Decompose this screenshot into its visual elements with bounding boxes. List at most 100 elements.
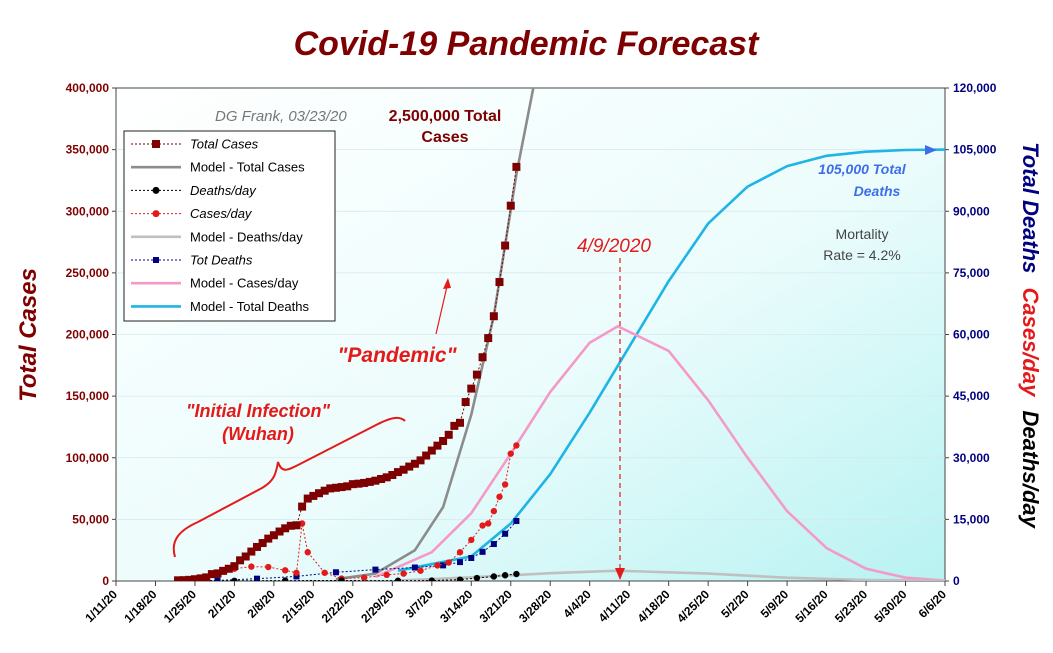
data-point xyxy=(440,562,447,569)
legend-label: Model - Total Cases xyxy=(190,160,305,175)
data-point xyxy=(360,478,369,487)
y-left-tick-label: 250,000 xyxy=(66,266,110,280)
data-point xyxy=(485,520,492,527)
data-point xyxy=(354,479,363,488)
annotation-initial-infection-line1: "Initial Infection" xyxy=(186,401,331,421)
x-tick-label: 2/1/20 xyxy=(205,587,239,621)
y-axis-right-label-total-deaths: Total Deaths xyxy=(1018,142,1043,273)
series-model-total-deaths xyxy=(397,148,945,572)
legend-label: Model - Deaths/day xyxy=(190,229,303,244)
y-left-tick-label: 350,000 xyxy=(66,143,110,157)
data-point xyxy=(473,574,481,581)
data-point xyxy=(501,572,509,579)
legend-item-cases-day: Cases/day xyxy=(131,206,253,221)
x-tick-label: 5/2/20 xyxy=(718,587,752,621)
data-point xyxy=(281,577,289,581)
series-tot-deaths xyxy=(175,518,520,581)
legend-item-model-cases-day: Model - Cases/day xyxy=(131,276,299,291)
data-point xyxy=(298,502,307,511)
x-tick-label: 4/25/20 xyxy=(674,587,712,625)
annotation-peak-date: 4/9/2020 xyxy=(577,236,651,257)
annotation-total-cases-line2: Cases xyxy=(421,129,468,146)
data-point xyxy=(248,563,255,570)
legend-box xyxy=(123,130,336,322)
data-point xyxy=(179,576,188,581)
data-point xyxy=(456,576,464,581)
legend-label: Tot Deaths xyxy=(190,253,253,268)
data-point xyxy=(265,563,272,571)
legend-item-tot-deaths: Tot Deaths xyxy=(131,253,253,268)
data-point xyxy=(472,370,481,379)
data-point xyxy=(450,421,459,430)
legend-item-total-cases: Total Cases xyxy=(131,137,259,152)
y-left-tick-label: 200,000 xyxy=(66,328,110,342)
series-line-tot-deaths xyxy=(177,520,517,581)
data-point xyxy=(444,430,453,439)
data-point xyxy=(331,483,340,492)
data-point xyxy=(190,575,199,581)
y-right-tick-label: 105,000 xyxy=(953,143,997,157)
data-point xyxy=(281,567,289,574)
data-point xyxy=(185,575,194,581)
legend-item-deaths-day: Deaths/day xyxy=(131,183,257,198)
data-point xyxy=(365,477,374,486)
data-point xyxy=(405,462,414,471)
data-point xyxy=(467,384,476,393)
data-point xyxy=(309,491,318,500)
x-tick-label: 5/16/20 xyxy=(792,587,830,625)
annotation-total-cases-line1: 2,500,000 Total xyxy=(389,108,502,125)
data-point xyxy=(445,559,452,566)
data-point xyxy=(484,334,493,343)
data-point xyxy=(456,549,464,556)
author-label: DG Frank, 03/23/20 xyxy=(215,108,347,125)
data-point xyxy=(388,470,397,479)
data-point xyxy=(496,493,503,500)
data-point xyxy=(338,577,345,581)
y-left-tick-label: 100,000 xyxy=(66,451,110,465)
data-point xyxy=(293,569,300,576)
data-point xyxy=(196,574,205,581)
legend-item-model-total-cases: Model - Total Cases xyxy=(131,160,305,175)
x-tick-label: 2/22/20 xyxy=(319,587,357,625)
legend-label: Cases/day xyxy=(190,206,253,221)
x-tick-label: 1/18/20 xyxy=(121,587,159,625)
data-point xyxy=(410,459,419,468)
legend-label: Model - Total Deaths xyxy=(190,299,309,314)
data-point xyxy=(315,489,324,498)
data-point xyxy=(343,482,352,491)
y-left-tick-label: 0 xyxy=(102,574,109,588)
legend-label: Deaths/day xyxy=(190,183,257,198)
data-point xyxy=(501,481,509,488)
y-right-tick-label: 15,000 xyxy=(953,512,990,526)
data-point xyxy=(495,278,504,287)
y-axis-left-label: Total Cases xyxy=(15,268,42,402)
data-point xyxy=(230,562,239,571)
x-tick-label: 2/15/20 xyxy=(279,587,317,625)
data-point xyxy=(502,530,509,537)
y-axis-right-label: Total Deaths Cases/day Deaths/day xyxy=(1018,142,1043,529)
pandemic-arrow-line xyxy=(435,281,449,335)
x-tick-label: 5/30/20 xyxy=(871,587,909,625)
data-point xyxy=(428,577,436,581)
data-point xyxy=(293,573,300,580)
data-point xyxy=(264,534,273,543)
legend-swatch-marker xyxy=(152,186,160,194)
data-point xyxy=(416,456,425,465)
data-point xyxy=(507,450,514,457)
data-point xyxy=(422,451,431,460)
data-point xyxy=(241,552,250,561)
pandemic-arrow-head xyxy=(443,278,451,289)
data-point xyxy=(400,570,407,577)
data-point xyxy=(417,567,424,574)
data-point xyxy=(513,442,520,449)
x-tick-label: 2/29/20 xyxy=(358,587,396,625)
data-point xyxy=(332,569,339,576)
x-tick-label: 1/11/20 xyxy=(82,587,120,625)
x-tick-label: 4/4/20 xyxy=(560,587,594,621)
peak-date-arrow-head xyxy=(615,568,625,580)
series-total-cases xyxy=(174,162,521,581)
legend-swatch-marker xyxy=(152,140,160,148)
data-point xyxy=(236,556,245,565)
data-point xyxy=(337,483,346,492)
